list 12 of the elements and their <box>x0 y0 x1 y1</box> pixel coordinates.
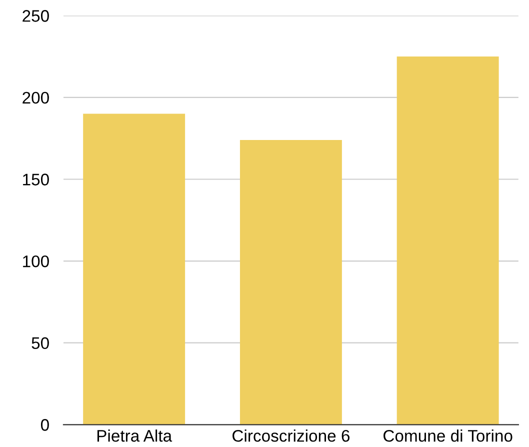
y-tick-label: 150 <box>23 174 49 186</box>
x-tick-label: Comune di Torino <box>384 430 512 442</box>
bar <box>83 114 186 425</box>
y-tick-label: 0 <box>40 419 49 431</box>
x-tick-label: Pietra Alta <box>97 430 172 442</box>
y-tick-label: 200 <box>22 92 49 104</box>
y-tick-label: 50 <box>32 337 49 350</box>
x-tick-label: Circoscrizione 6 <box>232 430 350 442</box>
y-tick-label: 250 <box>22 10 49 22</box>
y-tick-label: 100 <box>23 255 49 268</box>
bar <box>396 56 499 425</box>
bar <box>240 140 342 425</box>
